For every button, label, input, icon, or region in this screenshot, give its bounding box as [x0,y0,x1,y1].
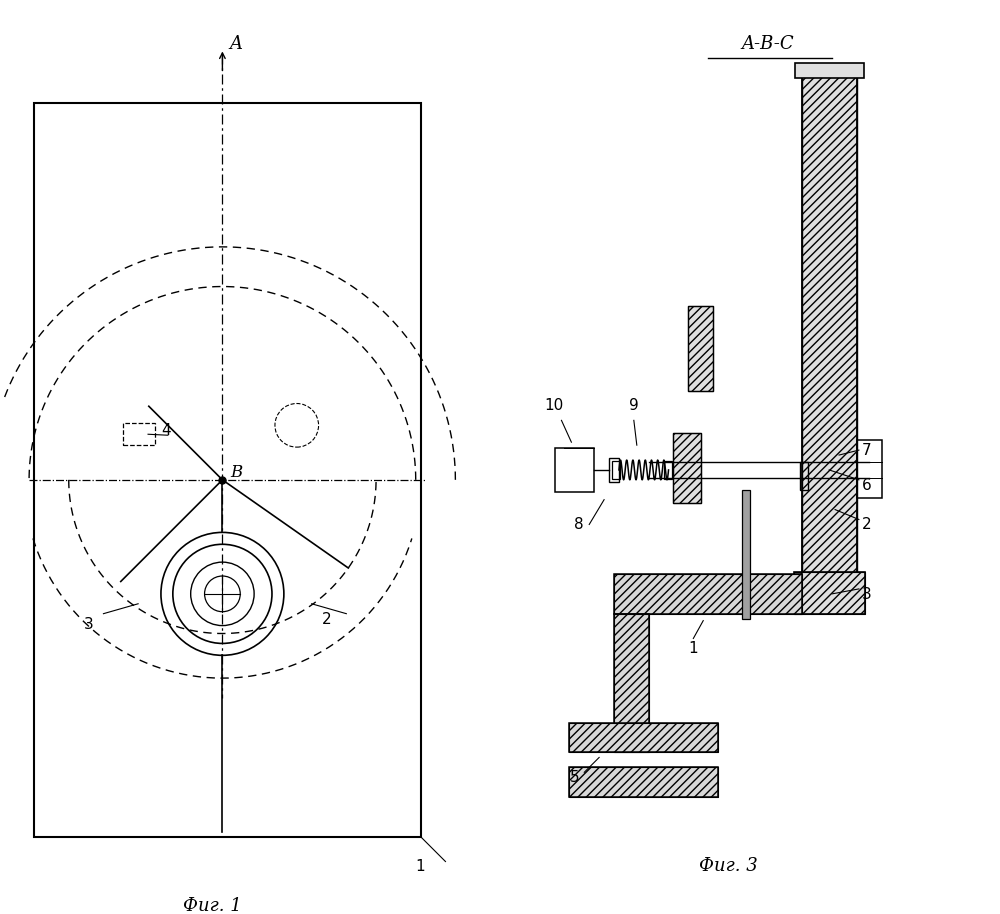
Bar [688,306,713,390]
Text: Фиг. 1: Фиг. 1 [183,898,242,914]
Bar [614,613,649,752]
Bar [569,768,718,797]
Text: 10: 10 [545,399,564,413]
Bar [688,306,713,390]
Text: 2: 2 [322,611,331,627]
Text: A-B-C: A-B-C [741,35,794,53]
Text: 6: 6 [862,478,872,493]
Text: 3: 3 [862,587,872,601]
Bar [795,63,864,79]
Bar [800,462,808,490]
Text: Фиг. 3: Фиг. 3 [699,857,757,876]
Text: 4: 4 [161,423,171,438]
Text: 7: 7 [862,443,871,458]
Text: 1: 1 [688,642,698,656]
Bar [569,723,718,752]
Bar [614,574,802,613]
Bar [857,441,882,498]
Bar [673,433,701,503]
Bar [612,461,620,479]
Bar [34,103,421,836]
Bar [742,490,750,619]
Bar [673,433,701,503]
Text: A: A [229,35,242,53]
Bar [555,448,594,492]
Bar [802,73,857,574]
Text: B: B [230,464,243,481]
Bar [802,73,857,574]
Bar [794,572,865,613]
Bar [569,723,718,752]
Text: 8: 8 [574,517,584,533]
Text: 3: 3 [84,617,93,632]
Bar [609,458,619,482]
Bar [123,423,155,445]
Text: 9: 9 [629,399,639,413]
Bar [614,613,649,752]
Bar [794,572,865,613]
Text: 1: 1 [416,859,425,875]
Text: 2: 2 [862,517,871,533]
Bar [569,768,718,797]
Bar [614,574,802,613]
Text: 5: 5 [569,771,579,785]
Bar [664,461,672,479]
